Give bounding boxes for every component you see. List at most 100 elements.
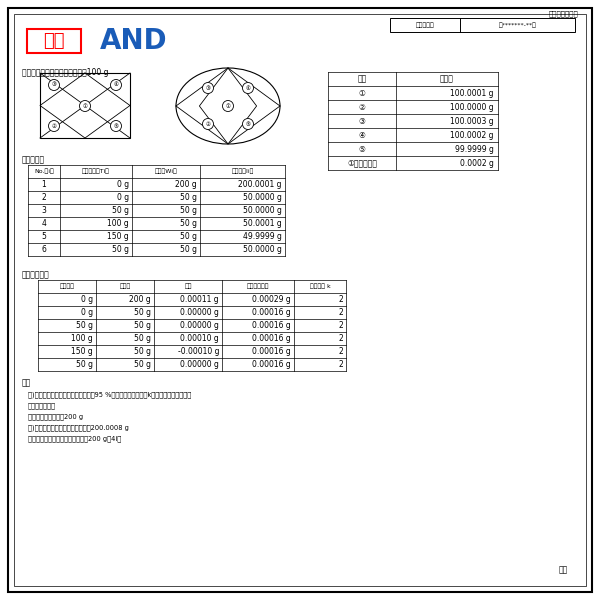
Text: 風袋荷重（Ti）: 風袋荷重（Ti） [82, 169, 110, 174]
Text: 偏差: 偏差 [184, 284, 192, 289]
Text: 以上: 以上 [559, 565, 568, 574]
Circle shape [242, 82, 254, 94]
Text: 0 g: 0 g [117, 180, 129, 189]
Text: 2: 2 [41, 193, 46, 202]
Text: 50 g: 50 g [76, 360, 93, 369]
Bar [390, 18, 575, 32]
Text: 200.0001 g: 200.0001 g [239, 180, 282, 189]
Circle shape [242, 118, 254, 130]
Text: 0.00011 g: 0.00011 g [181, 295, 219, 304]
FancyBboxPatch shape [14, 14, 586, 586]
Text: 100 g: 100 g [71, 334, 93, 343]
Text: 2: 2 [338, 334, 343, 343]
Text: 3: 3 [41, 206, 46, 215]
Text: ③: ③ [206, 85, 211, 91]
Text: -0.00010 g: -0.00010 g [178, 347, 219, 356]
Text: 位置: 位置 [358, 74, 367, 83]
Text: 0.00016 g: 0.00016 g [252, 347, 291, 356]
Ellipse shape [176, 68, 280, 144]
Text: 50 g: 50 g [112, 245, 129, 254]
Text: 50.0000 g: 50.0000 g [243, 193, 282, 202]
Text: １)．拡張不確かさは、信頼の水準が95 %に相当し、包含係数kは上記の通りである。: １)．拡張不確かさは、信頼の水準が95 %に相当し、包含係数kは上記の通りである… [28, 391, 191, 398]
Text: ３)．感度調整実施　　調整前　：200.0008 g: ３)．感度調整実施 調整前 ：200.0008 g [28, 424, 129, 431]
Text: 50 g: 50 g [112, 206, 129, 215]
Text: 50 g: 50 g [134, 321, 151, 330]
Text: 総数３枚の３頁: 総数３枚の３頁 [548, 10, 578, 17]
Circle shape [79, 100, 91, 112]
Circle shape [49, 79, 59, 91]
Text: 50 g: 50 g [76, 321, 93, 330]
Text: ２．校正の条件: ２．校正の条件 [28, 402, 56, 409]
Text: ①: ① [83, 103, 88, 109]
Text: 0.0002 g: 0.0002 g [460, 158, 494, 167]
Text: ⑤: ⑤ [359, 145, 365, 154]
Text: 2: 2 [338, 295, 343, 304]
Text: 風袋荷重: 風袋荷重 [59, 284, 74, 289]
Text: 0.00016 g: 0.00016 g [252, 360, 291, 369]
Text: ②: ② [359, 103, 365, 112]
Text: 200 g: 200 g [129, 295, 151, 304]
Text: 200 g: 200 g [175, 180, 197, 189]
Text: 0 g: 0 g [117, 193, 129, 202]
Text: 50 g: 50 g [180, 193, 197, 202]
Text: 100.0002 g: 100.0002 g [451, 130, 494, 139]
Text: 0.00016 g: 0.00016 g [252, 321, 291, 330]
Text: 見本: 見本 [43, 32, 65, 50]
Text: 0.00029 g: 0.00029 g [252, 295, 291, 304]
Text: ①: ① [359, 88, 365, 97]
Circle shape [223, 100, 233, 112]
Text: 指示値（Ii）: 指示値（Ii） [232, 169, 254, 174]
Text: 2: 2 [338, 321, 343, 330]
Text: 5: 5 [41, 232, 46, 241]
Text: ④: ④ [359, 130, 365, 139]
Text: 拡張不確かさ: 拡張不確かさ [247, 284, 269, 289]
Text: 100 g: 100 g [107, 219, 129, 228]
Text: 50 g: 50 g [134, 308, 151, 317]
Text: 包含係数 k: 包含係数 k [310, 284, 331, 289]
Text: 50 g: 50 g [180, 206, 197, 215]
Text: 0.00016 g: 0.00016 g [252, 334, 291, 343]
Text: ①との最大差: ①との最大差 [347, 158, 377, 167]
Text: ②: ② [52, 124, 56, 128]
Text: 50 g: 50 g [134, 347, 151, 356]
Text: 2: 2 [338, 308, 343, 317]
Text: 公称値: 公称値 [119, 284, 131, 289]
Text: 荷重（Wi）: 荷重（Wi） [155, 169, 178, 174]
Text: 50 g: 50 g [180, 232, 197, 241]
Text: 2: 2 [338, 347, 343, 356]
Text: AΝD: AΝD [100, 27, 167, 55]
Circle shape [110, 79, 121, 91]
Text: 備考: 備考 [22, 378, 31, 387]
Text: ④: ④ [245, 85, 250, 91]
Text: 使用分銅：200 g（4i）: 使用分銅：200 g（4i） [28, 435, 121, 442]
Text: ①: ① [226, 103, 230, 109]
Text: 6: 6 [41, 245, 46, 254]
Text: ⑤: ⑤ [245, 121, 250, 127]
Text: ６．正確さ: ６．正確さ [22, 155, 45, 164]
Text: ③: ③ [52, 82, 56, 88]
Text: 0.00000 g: 0.00000 g [180, 308, 219, 317]
Text: 50 g: 50 g [134, 334, 151, 343]
Circle shape [49, 121, 59, 131]
Text: 50.0000 g: 50.0000 g [243, 245, 282, 254]
Text: ②: ② [206, 121, 211, 127]
Text: 100.0001 g: 100.0001 g [451, 88, 494, 97]
Text: 50 g: 50 g [180, 219, 197, 228]
Circle shape [203, 82, 214, 94]
Text: 50.0000 g: 50.0000 g [243, 206, 282, 215]
Bar [40, 73, 130, 138]
Circle shape [203, 118, 214, 130]
Text: 0 g: 0 g [81, 308, 93, 317]
Circle shape [110, 121, 121, 131]
Text: ７．校正結果: ７．校正結果 [22, 270, 50, 279]
Text: 49.9999 g: 49.9999 g [243, 232, 282, 241]
FancyBboxPatch shape [8, 8, 592, 592]
Text: ５．偏置荷重　　＊試験荷重＝100 g: ５．偏置荷重 ＊試験荷重＝100 g [22, 68, 109, 77]
Text: 99.9999 g: 99.9999 g [455, 145, 494, 154]
Text: 50.0001 g: 50.0001 g [243, 219, 282, 228]
Text: ④: ④ [113, 82, 118, 88]
Text: 150 g: 150 g [71, 347, 93, 356]
Text: 2: 2 [338, 360, 343, 369]
Text: 100.0000 g: 100.0000 g [451, 103, 494, 112]
Text: 証明書番号: 証明書番号 [416, 22, 434, 28]
